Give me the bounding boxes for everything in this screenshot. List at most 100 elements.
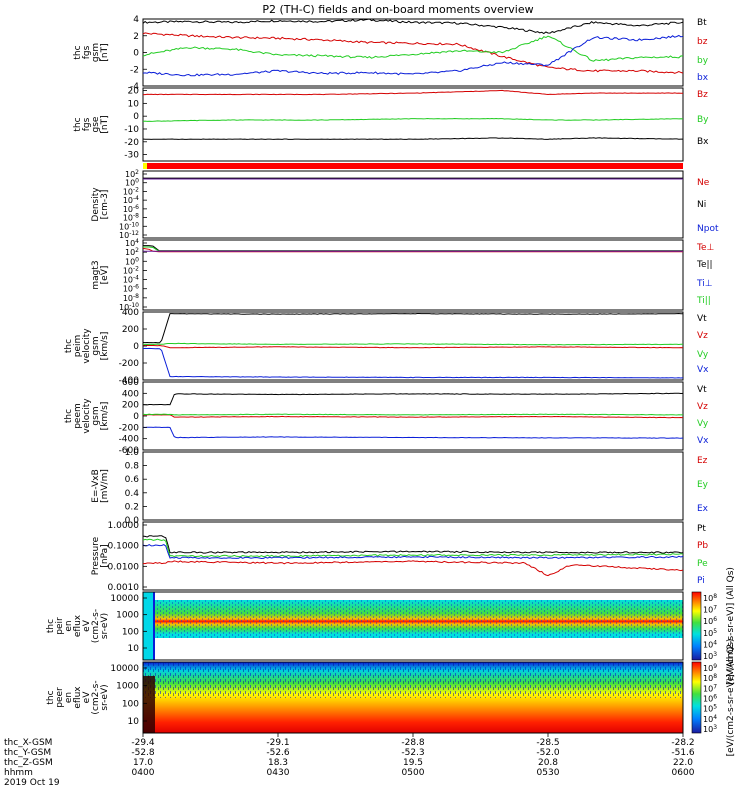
legend-Vt: Vt <box>697 385 707 395</box>
colorbar <box>691 661 702 734</box>
y-tick-label: 0.1000 <box>108 542 140 552</box>
panel-4: 10410210010-210-410-610-810-10Te⊥Te||Ti⊥… <box>91 238 715 312</box>
y-tick-label: 100 <box>122 699 139 709</box>
series-by <box>142 35 684 62</box>
y-label-line: thc <box>64 339 74 353</box>
y-tick-label: 10-2 <box>123 186 139 196</box>
y-tick-label: 0 <box>133 49 139 59</box>
y-tick-label: -600 <box>119 446 140 456</box>
y-tick-exp: 4 <box>135 238 139 245</box>
y-tick-label: -400 <box>119 435 140 445</box>
panel-frame <box>142 381 684 451</box>
heatmap-noise <box>153 600 683 638</box>
colorbar-tick: 104 <box>703 714 717 724</box>
y-label-line: [nPa] <box>100 544 110 567</box>
y-tick-label: 1.0 <box>125 448 140 458</box>
y-tick-label: 102 <box>125 169 139 179</box>
series-By <box>142 117 684 122</box>
x-axis-value: -52.8 <box>131 748 155 758</box>
series-Vz <box>142 414 684 419</box>
y-tick-label: 10-4 <box>123 195 139 205</box>
y-tick-exp: -10 <box>129 221 139 228</box>
x-axis-labels: thc_X-GSM -29.4 -29.1 -28.8 -28.5 -28.2 thc_Y-… <box>4 733 695 788</box>
y-tick-base: 10 <box>119 231 129 240</box>
y-tick-label: -10 <box>124 125 139 135</box>
colorbar <box>691 591 702 661</box>
x-axis-value: -28.8 <box>401 738 425 748</box>
series-Vx <box>142 426 684 439</box>
legend-Bx: Bx <box>697 137 709 147</box>
panel-frame <box>142 451 684 521</box>
colorbar-tick-exp: 7 <box>713 683 717 690</box>
x-axis-value: -29.4 <box>131 738 155 748</box>
panel-8: 1.0000 0.1000 0.0100 0.0010 Pt Pb Pe Pi Pressure… <box>91 521 708 593</box>
x-axis-value: 0430 <box>267 768 290 778</box>
y-label-line: gsm <box>91 336 101 355</box>
y-tick-label: 102 <box>125 247 139 257</box>
y-tick-exp: 0 <box>135 178 139 185</box>
y-tick-label: 0 <box>133 412 139 422</box>
y-label-line: peim <box>73 335 83 358</box>
y-label-line: [km/s] <box>100 332 110 361</box>
heatmap-early-dark <box>143 676 155 733</box>
y-label-line: thc <box>46 619 56 633</box>
panel-7: 1.0 0.8 0.6 0.4 0.2 0.0 Ez Ey Ex E=-VxB [mV/m] <box>91 448 709 526</box>
y-label-line: E=-VxB <box>91 469 101 503</box>
x-axis-row-label: thc_X-GSM <box>4 738 52 748</box>
series-Pi <box>142 544 684 560</box>
legend-Ni: Ni <box>697 200 706 210</box>
y-tick-label: -4 <box>130 82 139 92</box>
x-axis-value: 19.5 <box>403 758 423 768</box>
series-Bz <box>143 89 684 96</box>
y-label-line: fgs <box>82 117 92 131</box>
y-label-line: [nT] <box>100 115 110 133</box>
y-tick-base: 10 <box>119 303 129 312</box>
y-tick-label: -200 <box>119 359 140 369</box>
y-label-line: sr-eV) <box>100 613 110 639</box>
colorbar-tick: 106 <box>703 694 717 704</box>
colorbar-tick: 105 <box>703 628 717 638</box>
legend-Te||: Te|| <box>696 260 713 270</box>
y-tick-label: 200 <box>122 325 139 335</box>
x-axis-value: -52.6 <box>266 748 290 758</box>
y-tick-base: 10 <box>123 205 133 214</box>
panel-frame <box>142 239 684 311</box>
y-tick-label: 0.6 <box>125 475 140 485</box>
colorbar-tick: 103 <box>703 724 717 734</box>
y-label-line: eflux <box>73 686 83 709</box>
x-axis-value: 22.0 <box>673 758 693 768</box>
series-Vt <box>142 392 684 406</box>
y-tick-base: 10 <box>123 187 133 196</box>
y-tick-label: 0.0010 <box>108 583 140 593</box>
y-tick-label: -400 <box>119 376 140 386</box>
y-tick-label: 10-6 <box>123 204 139 214</box>
colorbar-tick: 104 <box>703 639 717 649</box>
y-tick-label: 10-6 <box>123 284 139 294</box>
y-tick-label: 0.0100 <box>108 562 140 572</box>
colorbar-tick-exp: 8 <box>713 673 717 680</box>
panel-frame <box>142 311 684 381</box>
legend-bz: bz <box>697 37 708 47</box>
heatmap-early-cyan <box>143 592 153 660</box>
panel-frame <box>142 521 684 591</box>
series-bz <box>142 32 684 74</box>
y-tick-label: 400 <box>122 308 139 318</box>
y-tick-label: 10-8 <box>123 293 139 303</box>
colorbar-tick-exp: 4 <box>713 714 717 721</box>
legend-Pe: Pe <box>697 559 708 569</box>
y-label-line: [nT] <box>100 43 110 61</box>
series-Pt <box>142 535 684 554</box>
y-tick-exp: -8 <box>133 293 139 300</box>
y-label-line: Density <box>91 187 101 222</box>
x-axis-value: -28.2 <box>671 738 694 748</box>
colorbar-tick-exp: 9 <box>713 663 717 670</box>
y-tick-label: 10-4 <box>123 275 139 285</box>
y-tick-label: 10-10 <box>119 221 139 231</box>
legend-Ti⊥: Ti⊥ <box>696 279 713 289</box>
status-bar <box>143 163 683 169</box>
colorbar-tick-exp: 5 <box>713 704 717 711</box>
x-axis-value: 18.3 <box>268 758 288 768</box>
y-tick-label: 10 <box>128 99 140 109</box>
